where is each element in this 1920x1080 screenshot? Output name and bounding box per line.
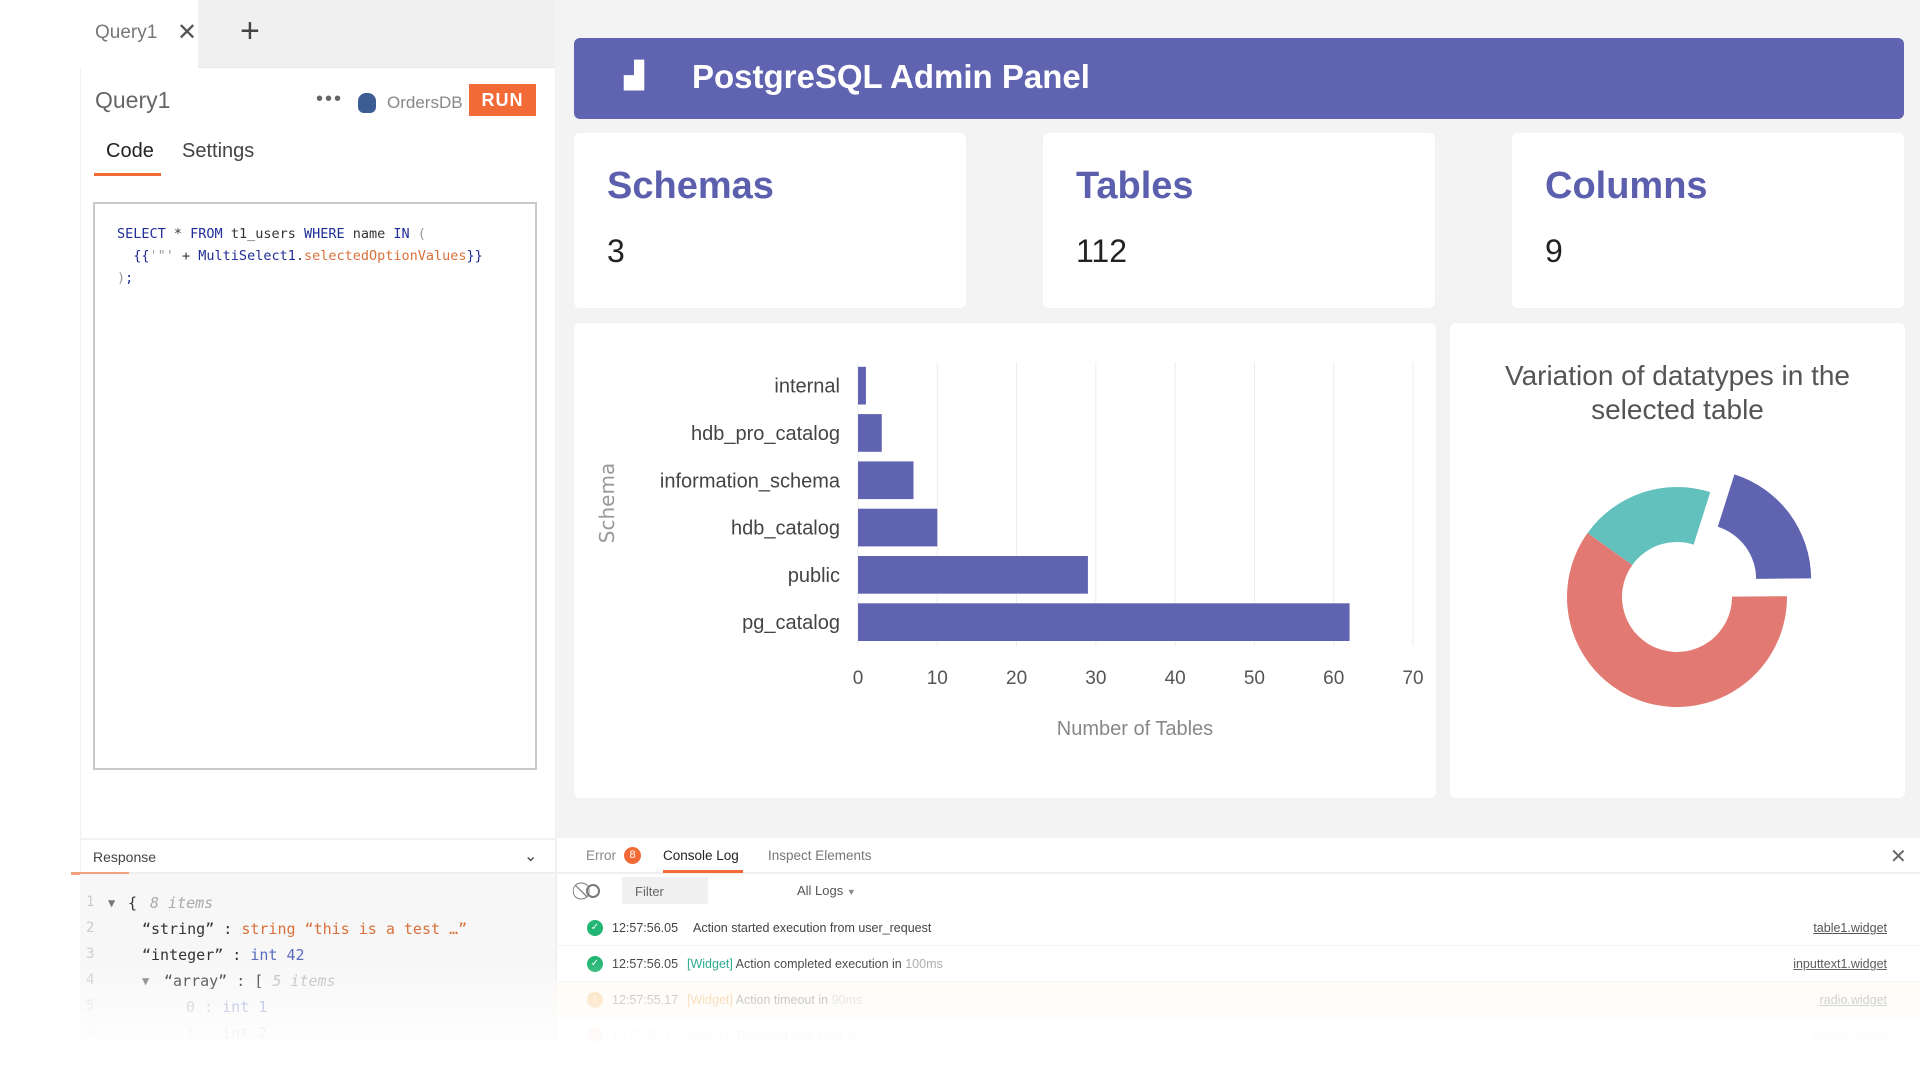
caret-down-icon: ▼ bbox=[846, 887, 856, 897]
bar-information_schema bbox=[858, 461, 914, 500]
stat-value: 112 bbox=[1076, 233, 1128, 269]
json-line: 2 “string” : string “this is a test …” bbox=[86, 920, 468, 938]
x-tick-label: 60 bbox=[1323, 668, 1344, 689]
stat-value: 3 bbox=[607, 233, 625, 269]
stat-card-columns: Columns 9 bbox=[1512, 133, 1904, 308]
tab-console-log[interactable]: Console Log bbox=[663, 848, 739, 863]
success-icon: ✓ bbox=[587, 920, 603, 936]
tab-settings[interactable]: Settings bbox=[182, 140, 255, 162]
log-row: 12:57:55.17 [Widget] Returned with error… bbox=[555, 1018, 1920, 1054]
bar-hdb_catalog bbox=[858, 508, 938, 547]
x-tick-label: 40 bbox=[1165, 668, 1186, 689]
stat-card-tables: Tables 112 bbox=[1043, 133, 1435, 308]
x-tick-label: 70 bbox=[1402, 668, 1423, 689]
filter-input[interactable]: Filter bbox=[622, 877, 708, 904]
y-axis-title: Schema bbox=[595, 463, 619, 543]
log-source-link[interactable]: inputtext1.widget bbox=[1793, 957, 1887, 971]
response-header[interactable]: Response ⌄ bbox=[71, 838, 555, 875]
response-underline bbox=[71, 872, 129, 875]
active-tab-underline bbox=[94, 173, 161, 176]
run-button[interactable]: RUN bbox=[469, 84, 536, 116]
stat-label: Tables bbox=[1076, 165, 1194, 207]
x-axis-title: Number of Tables bbox=[1057, 718, 1213, 740]
collapse-triangle-icon[interactable]: ▼ bbox=[108, 896, 116, 910]
y-category-label: pg_catalog bbox=[742, 612, 840, 634]
dashboard-title: PostgreSQL Admin Panel bbox=[692, 58, 1090, 95]
donut-slice-0[interactable] bbox=[1717, 474, 1812, 579]
donut-slice-1[interactable] bbox=[1567, 532, 1787, 707]
log-row: ✓ 12:57:56.05 [Widget] Action completed … bbox=[555, 946, 1920, 982]
tab-inspect-elements[interactable]: Inspect Elements bbox=[768, 848, 872, 863]
error-count-badge: 8 bbox=[624, 847, 641, 864]
stat-label: Schemas bbox=[607, 165, 774, 207]
log-source-link[interactable]: button.widget bbox=[1812, 1029, 1887, 1043]
postgres-elephant-icon bbox=[358, 93, 376, 113]
log-source-link[interactable]: radio.widget bbox=[1819, 993, 1887, 1007]
code-editor[interactable]: SELECT * FROM t1_users WHERE name IN ( {… bbox=[93, 202, 537, 770]
log-source-link[interactable]: table1.widget bbox=[1813, 921, 1887, 935]
bar-chart-icon: ▟ bbox=[624, 60, 644, 90]
collapse-triangle-icon[interactable]: ▼ bbox=[142, 974, 150, 988]
console-tabs: Error 8 Console Log Inspect Elements ✕ bbox=[555, 838, 1920, 874]
close-icon[interactable]: ✕ bbox=[1890, 846, 1907, 868]
bar-hdb_pro_catalog bbox=[858, 414, 882, 452]
y-category-label: information_schema bbox=[660, 470, 841, 492]
y-category-label: hdb_pro_catalog bbox=[691, 423, 840, 445]
y-category-label: hdb_catalog bbox=[731, 518, 840, 540]
more-options-icon[interactable]: ••• bbox=[316, 88, 344, 110]
donut-title: Variation of datatypes in the selected ta… bbox=[1504, 360, 1851, 425]
datatype-donut-chart bbox=[1567, 474, 1812, 707]
log-row: ! 12:57:55.17 [Widget] Action timeout in… bbox=[555, 982, 1920, 1018]
code-line-2: {{'"' + MultiSelect1.selectedOptionValue… bbox=[117, 248, 483, 264]
success-icon: ✓ bbox=[587, 956, 603, 972]
tab-query1[interactable]: Query1 ✕ bbox=[80, 0, 198, 68]
stat-label: Columns bbox=[1545, 165, 1708, 207]
query-title[interactable]: Query1 bbox=[95, 87, 171, 113]
warning-icon: ! bbox=[587, 992, 603, 1008]
bar-pg_catalog bbox=[858, 603, 1350, 641]
response-title: Response bbox=[93, 849, 157, 865]
x-tick-label: 0 bbox=[853, 668, 864, 689]
tab-error[interactable]: Error bbox=[586, 848, 616, 863]
close-icon[interactable]: ✕ bbox=[177, 19, 198, 46]
error-icon bbox=[587, 1028, 603, 1044]
bar-internal bbox=[858, 366, 866, 405]
x-tick-label: 30 bbox=[1085, 668, 1106, 689]
code-line-3: ); bbox=[117, 270, 134, 286]
response-json-tree: 1 ▼{8 items 2 “string” : string “this is a… bbox=[80, 874, 555, 1080]
y-category-label: internal bbox=[774, 376, 840, 398]
code-line-1: SELECT * FROM t1_users WHERE name IN ( bbox=[117, 226, 426, 242]
y-category-label: public bbox=[788, 565, 840, 587]
schema-bar-chart: 0 10 20 30 40 50 60 70 internal hdb_pro_catalogin… bbox=[595, 362, 1424, 740]
json-line: 4 ▼ “array” : [ 5 items bbox=[86, 972, 336, 990]
dashboard-header: ▟ PostgreSQL Admin Panel bbox=[574, 38, 1904, 119]
donut-slice-2[interactable] bbox=[1587, 487, 1711, 565]
tab-code[interactable]: Code bbox=[106, 140, 154, 162]
json-line: 1 ▼{8 items bbox=[86, 894, 214, 912]
ban-icon[interactable] bbox=[586, 884, 600, 898]
add-tab-icon[interactable]: + bbox=[240, 12, 260, 50]
datasource-name[interactable]: OrdersDB bbox=[387, 93, 463, 112]
log-level-select[interactable]: All Logs ▼ bbox=[797, 883, 856, 898]
chevron-down-icon[interactable]: ⌄ bbox=[524, 848, 538, 865]
tab-label: Query1 bbox=[95, 22, 158, 43]
donut-chart-card: Variation of datatypes in the selected ta… bbox=[1450, 323, 1905, 798]
stat-card-schemas: Schemas 3 bbox=[574, 133, 966, 308]
json-line: 3 “integer” : int 42 bbox=[86, 946, 305, 964]
stat-value: 9 bbox=[1545, 233, 1563, 269]
x-tick-label: 20 bbox=[1006, 668, 1027, 689]
log-row: ✓ 12:57:56.05 Action started execution f… bbox=[555, 910, 1920, 946]
bar-public bbox=[858, 556, 1088, 594]
x-tick-label: 50 bbox=[1244, 668, 1265, 689]
active-tab-underline bbox=[663, 870, 743, 873]
x-tick-label: 10 bbox=[927, 668, 948, 689]
